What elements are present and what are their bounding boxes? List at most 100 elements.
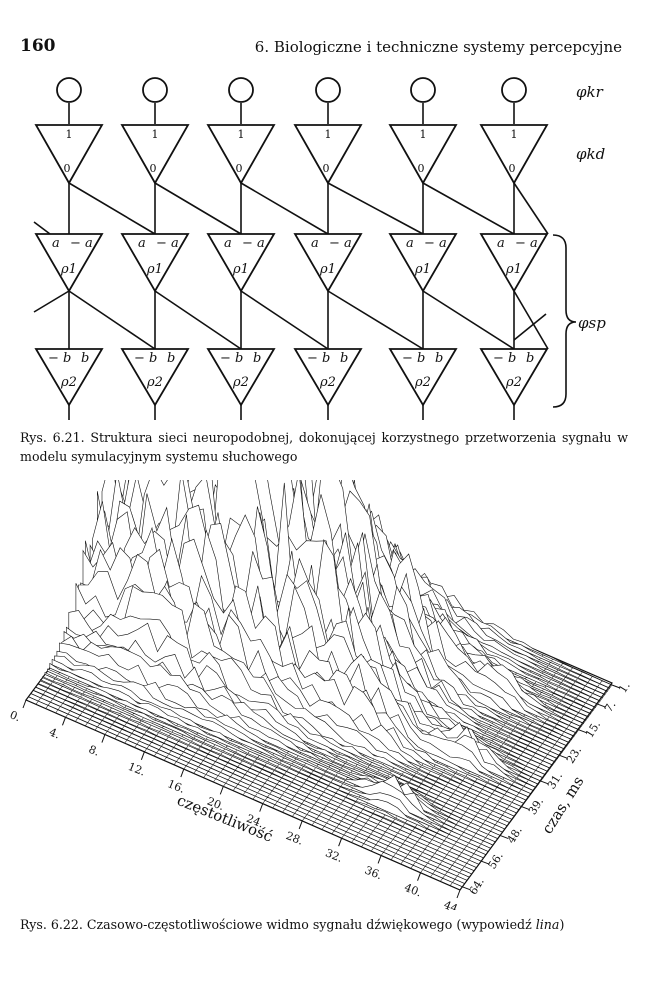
freq-tick <box>417 872 422 881</box>
surface-ridge <box>51 658 487 856</box>
triangle-neuron-layer1 <box>34 124 104 185</box>
rho-label: ρ1 <box>60 262 77 277</box>
surface-ridge <box>28 696 463 888</box>
link-diagonal <box>422 182 515 235</box>
time-tick-label: 48. <box>505 824 525 846</box>
weight-label: 1 <box>420 128 427 141</box>
freq-tick <box>338 838 343 847</box>
link-diagonal <box>68 182 156 235</box>
weight-label: − a <box>70 236 93 251</box>
rho-label: ρ1 <box>414 262 431 277</box>
weight-label: − b <box>493 351 516 366</box>
time-tick <box>500 835 509 840</box>
time-tick <box>559 755 568 759</box>
weight-label: − a <box>156 236 179 251</box>
link-incoming <box>33 290 70 313</box>
receptor-circle <box>315 77 341 103</box>
label-phi-kd: φkd <box>576 145 605 163</box>
link-diagonal <box>327 182 424 235</box>
weight-label: − a <box>242 236 265 251</box>
weight-label: 1 <box>325 128 332 141</box>
surface-ridge <box>42 676 477 868</box>
weight-label: − b <box>220 351 243 366</box>
freq-tick <box>61 717 66 726</box>
time-tick <box>540 780 549 785</box>
spectrogram-3d-plot: 0. 4. 8. 12. 16. 20. 24. 28. 32. 36. 40. 44. 1. 7. 15.… <box>8 480 633 910</box>
receptor-circle <box>142 77 168 103</box>
triangle-neuron-layer3 <box>120 348 190 407</box>
freq-tick <box>377 855 382 864</box>
surface-ridge <box>47 668 482 862</box>
link-incoming <box>33 221 51 235</box>
running-head: 6. Biologiczne i techniczne systemy perc… <box>254 38 622 56</box>
triangle-neuron-layer1 <box>388 124 458 185</box>
time-tick-label: 7. <box>602 699 619 715</box>
freq-tick-label: 16. <box>166 777 187 796</box>
time-tick-label: 64. <box>467 875 487 897</box>
surface-ridge <box>30 692 465 884</box>
rho-label: ρ2 <box>232 375 249 390</box>
link-diagonal <box>513 290 549 350</box>
weight-label: − a <box>329 236 352 251</box>
rho-label: ρ2 <box>60 375 77 390</box>
weight-label: b <box>435 351 443 366</box>
link-diagonal <box>513 182 549 235</box>
triangle-neuron-layer2 <box>206 233 276 293</box>
triangle-neuron-layer2 <box>120 233 190 293</box>
time-tick <box>578 729 587 734</box>
time-tick <box>462 886 471 891</box>
rho-label: ρ1 <box>505 262 522 277</box>
surface-ridge <box>25 699 461 891</box>
freq-tick <box>22 699 27 709</box>
weight-label: a <box>52 236 60 251</box>
time-tick <box>481 860 490 865</box>
time-tick <box>611 684 621 689</box>
freq-tick-label: 24. <box>245 812 266 831</box>
link-diagonal <box>68 290 156 350</box>
freq-tick-label: 0. <box>8 708 23 724</box>
weight-label: 0 <box>509 162 516 175</box>
rho-label: ρ2 <box>414 375 431 390</box>
freq-tick-label: 36. <box>363 864 384 883</box>
rho-label: ρ1 <box>146 262 163 277</box>
time-tick-label: 15. <box>583 718 603 740</box>
link-diagonal <box>422 290 515 350</box>
triangle-neuron-layer3 <box>34 348 104 407</box>
link-incoming <box>513 313 547 341</box>
weight-label: b <box>526 351 534 366</box>
page-number: 160 <box>20 36 56 56</box>
weight-label: 0 <box>150 162 157 175</box>
weight-label: 1 <box>511 128 518 141</box>
weight-label: b <box>167 351 175 366</box>
weight-label: 0 <box>323 162 330 175</box>
rho-label: ρ2 <box>146 375 163 390</box>
freq-tick-label: 12. <box>126 760 147 779</box>
freq-tick-label: 28. <box>284 829 305 848</box>
freq-tick <box>259 803 264 812</box>
freq-tick-label: 32. <box>323 846 344 865</box>
surface-ridge <box>49 662 484 859</box>
weight-label: − a <box>424 236 447 251</box>
weight-label: − b <box>402 351 425 366</box>
triangle-neuron-layer3 <box>479 348 549 407</box>
surface-ridge <box>32 689 468 881</box>
triangle-neuron-layer3 <box>206 348 276 407</box>
weight-label: b <box>340 351 348 366</box>
triangle-neuron-layer1 <box>120 124 190 185</box>
freq-tick <box>101 734 106 743</box>
weight-label: 1 <box>238 128 245 141</box>
surface-ridge <box>37 682 473 875</box>
time-tick-label: 56. <box>486 850 506 872</box>
figure-caption-6-21: Rys. 6.21. Struktura sieci neuropodobnej… <box>20 430 628 464</box>
time-tick-label: 23. <box>564 744 584 766</box>
figure-caption-6-22: Rys. 6.22. Czasowo-częstotliwościowe wid… <box>20 917 565 932</box>
weight-label: b <box>81 351 89 366</box>
freq-tick <box>298 820 303 830</box>
weight-label: − b <box>48 351 71 366</box>
label-phi-sp: φsp <box>578 314 606 332</box>
triangle-neuron-layer3 <box>388 348 458 407</box>
freq-tick-label: 8. <box>87 743 102 759</box>
freq-tick <box>456 889 461 899</box>
triangle-neuron-layer1 <box>206 124 276 185</box>
rho-label: ρ1 <box>232 262 249 277</box>
